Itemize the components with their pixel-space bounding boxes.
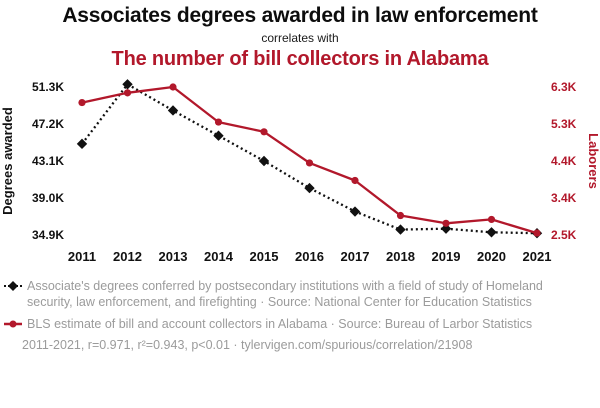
bill-collectors-circle-marker (351, 176, 359, 185)
bill-collectors-circle-marker (305, 159, 314, 167)
x-axis-tick: 2020 (477, 249, 506, 264)
left-axis-tick: 34.9K (32, 228, 64, 242)
right-axis-tick: 2.5K (551, 228, 577, 242)
correlates-with-text: correlates with (261, 31, 339, 45)
degrees-awarded-diamond-marker (486, 227, 497, 238)
x-axis-tick: 2018 (386, 249, 415, 264)
right-axis-tick: 3.4K (551, 191, 577, 205)
legend-item-degrees: Associate's degrees conferred by postsec… (4, 278, 590, 310)
degrees-awarded-diamond-marker (76, 138, 88, 150)
x-axis-tick: 2013 (159, 249, 188, 264)
bill-collectors-circle-marker (169, 83, 177, 91)
degrees-awarded-diamond-marker (213, 130, 224, 141)
bill-collectors-circle-marker (260, 128, 268, 136)
x-axis-tick: 2021 (523, 249, 552, 264)
degrees-awarded-diamond-marker (440, 223, 452, 234)
chart-subtitle: The number of bill collectors in Alabama (111, 48, 489, 70)
red-circle-line-icon (4, 320, 22, 328)
x-axis-tick: 2015 (250, 249, 279, 264)
bill-collectors-circle-marker (396, 211, 405, 220)
left-axis-tick: 51.3K (32, 80, 64, 94)
x-axis-tick: 2014 (204, 249, 234, 264)
degrees-awarded-diamond-marker (122, 79, 133, 90)
degrees-awarded-diamond-marker (395, 224, 406, 235)
bill-collectors-circle-marker (123, 89, 132, 97)
left-axis-title: Degrees awarded (0, 107, 15, 215)
degrees-awarded-line (81, 83, 538, 235)
left-axis-tick: 39.0K (32, 191, 64, 205)
x-axis-tick: 2017 (341, 249, 370, 264)
legend-item-collectors: BLS estimate of bill and account collect… (4, 316, 590, 332)
line-chart: 51.3K 47.2K 43.1K 39.0K 34.9K 6.3K 5.3K 4.4K 3.4… (0, 79, 600, 264)
x-axis-tick: 2011 (68, 249, 96, 264)
bill-collectors-circle-marker (442, 219, 450, 227)
degrees-awarded-diamond-marker (349, 206, 361, 217)
right-axis-tick: 4.4K (551, 154, 577, 168)
bill-collectors-circle-marker (214, 118, 223, 126)
degrees-awarded-diamond-marker (304, 182, 315, 194)
bill-collectors-circle-marker (78, 98, 86, 107)
chart-area: 51.3K 47.2K 43.1K 39.0K 34.9K 6.3K 5.3K 4.4K 3.4… (0, 73, 600, 274)
stats-footer: 2011-2021, r=0.971, r²=0.943, p<0.01 · t… (22, 338, 590, 353)
right-axis-title: Laborers (586, 133, 600, 189)
chart-title: Associates degrees awarded in law enforc… (62, 4, 538, 27)
degrees-awarded-diamond-marker (167, 105, 179, 116)
x-axis-tick: 2016 (295, 249, 324, 264)
legend-text-degrees: Associate's degrees conferred by postsec… (27, 279, 543, 309)
stats-footer-text: 2011-2021, r=0.971, r²=0.943, p<0.01 · t… (22, 338, 473, 352)
black-diamond-dotted-line-icon (4, 281, 22, 291)
right-axis-tick: 6.3K (551, 80, 577, 94)
bill-collectors-circle-marker (533, 229, 541, 237)
bill-collectors-circle-marker (487, 215, 496, 224)
left-axis-tick: 47.2K (32, 117, 64, 131)
left-axis-tick: 43.1K (32, 154, 64, 168)
legend: Associate's degrees conferred by postsec… (4, 278, 590, 332)
right-axis-tick: 5.3K (551, 117, 577, 131)
x-axis-tick: 2019 (432, 249, 461, 264)
degrees-awarded-diamond-marker (258, 155, 270, 167)
x-axis-tick: 2012 (113, 249, 142, 264)
legend-text-collectors: BLS estimate of bill and account collect… (27, 317, 533, 331)
